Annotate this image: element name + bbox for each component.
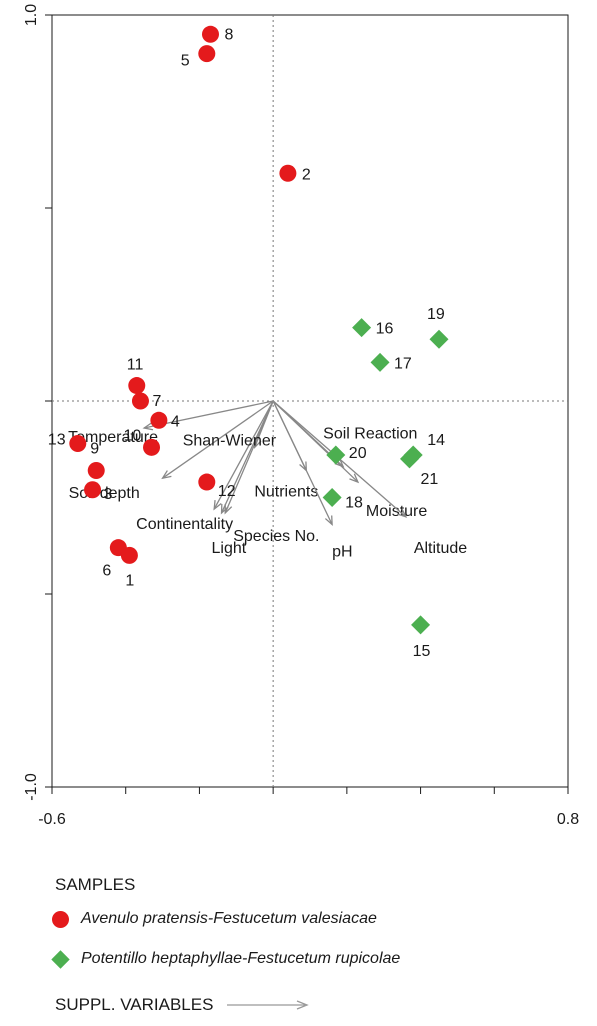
sample-label: 19 [427, 306, 445, 323]
arrow-icon [227, 1000, 310, 1010]
sample-label: 21 [421, 471, 439, 488]
sample-point-avenulo [279, 164, 297, 182]
variable-label: Altitude [414, 540, 467, 557]
sample-point-potentillo [400, 449, 420, 469]
sample-point-potentillo [326, 445, 346, 465]
variable-arrowhead [334, 458, 345, 468]
variable-label: Nutrients [254, 483, 318, 500]
legend-item-avenulo: Avenulo pratensis-Festucetum valesiacae [52, 910, 377, 928]
legend-supp-variables: SUPPL. VARIABLES [55, 995, 315, 1015]
sample-label: 15 [413, 643, 431, 660]
sample-point-avenulo [198, 45, 216, 63]
y-tick-label: 1.0 [23, 4, 40, 26]
sample-label: 5 [181, 53, 190, 70]
sample-label: 12 [218, 483, 236, 500]
sample-point-avenulo [143, 438, 161, 456]
x-tick-label: -0.6 [38, 811, 66, 828]
sample-point-avenulo [87, 461, 105, 479]
sample-point-avenulo [69, 434, 87, 452]
sample-point-avenulo [201, 25, 219, 43]
sample-label: 6 [102, 563, 111, 580]
variable-vector [213, 400, 274, 510]
sample-label: 4 [171, 413, 180, 430]
sample-label: 7 [152, 393, 161, 410]
sample-label: 3 [104, 486, 113, 503]
plot-frame [51, 14, 569, 788]
sample-point-avenulo [150, 411, 168, 429]
variable-arrowhead [324, 515, 333, 527]
variable-vector [162, 400, 274, 479]
sample-label: 9 [90, 440, 99, 457]
x-tick-label: 0.8 [557, 811, 579, 828]
variable-arrowhead [213, 500, 222, 511]
variable-arrowhead [220, 503, 229, 515]
sample-label: 11 [127, 357, 144, 374]
sample-point-avenulo [198, 473, 216, 491]
sample-point-avenulo [120, 546, 138, 564]
sample-point-potentillo [352, 318, 372, 338]
variable-vector [254, 400, 274, 448]
sample-label: 1 [125, 572, 134, 589]
legend-supp-title: SUPPL. VARIABLES [55, 995, 214, 1014]
sample-label: 2 [302, 166, 311, 183]
variable-label: Moisture [366, 503, 427, 520]
variable-label: Continentality [136, 516, 233, 533]
variable-vector [272, 400, 333, 525]
variable-label: Shan-Wiener [183, 432, 277, 449]
red-circle-marker-icon [52, 910, 69, 928]
variable-arrowhead [253, 438, 262, 449]
sample-point-avenulo [131, 392, 149, 410]
sample-label: 13 [48, 431, 66, 448]
variable-label: Soil Reaction [323, 426, 417, 443]
variable-label: Species No. [233, 528, 319, 545]
variable-arrowhead [397, 508, 408, 518]
sample-label: 8 [224, 26, 233, 43]
legend-label-potentillo: Potentillo heptaphyllae-Festucetum rupic… [81, 950, 401, 967]
sample-point-potentillo [429, 329, 449, 349]
variable-label: Temperature [68, 429, 158, 446]
sample-label: 14 [427, 432, 445, 449]
legend-samples-title: SAMPLES [55, 875, 136, 894]
sample-label: 17 [394, 355, 412, 372]
variable-arrowhead [142, 422, 154, 431]
variable-label: pH [332, 544, 352, 561]
sample-label: 10 [124, 427, 142, 444]
variable-label: Light [212, 540, 247, 557]
sample-point-potentillo [411, 615, 431, 635]
legend-item-potentillo: Potentillo heptaphyllae-Festucetum rupic… [51, 949, 401, 969]
variable-arrowhead [161, 470, 172, 480]
legend-label-avenulo: Avenulo pratensis-Festucetum valesiacae [81, 910, 377, 927]
green-diamond-marker-icon [51, 949, 70, 969]
variable-arrowhead [224, 503, 233, 515]
variable-arrowhead [349, 473, 360, 484]
sample-label: 18 [345, 495, 363, 512]
variable-vector [272, 400, 359, 483]
sample-point-potentillo [370, 352, 390, 372]
y-tick-label: -1.0 [23, 773, 40, 801]
sample-point-avenulo [128, 377, 146, 395]
sample-point-potentillo [322, 488, 342, 507]
sample-label: 16 [376, 321, 394, 338]
sample-label: 20 [349, 445, 367, 462]
sample-point-avenulo [84, 481, 102, 499]
